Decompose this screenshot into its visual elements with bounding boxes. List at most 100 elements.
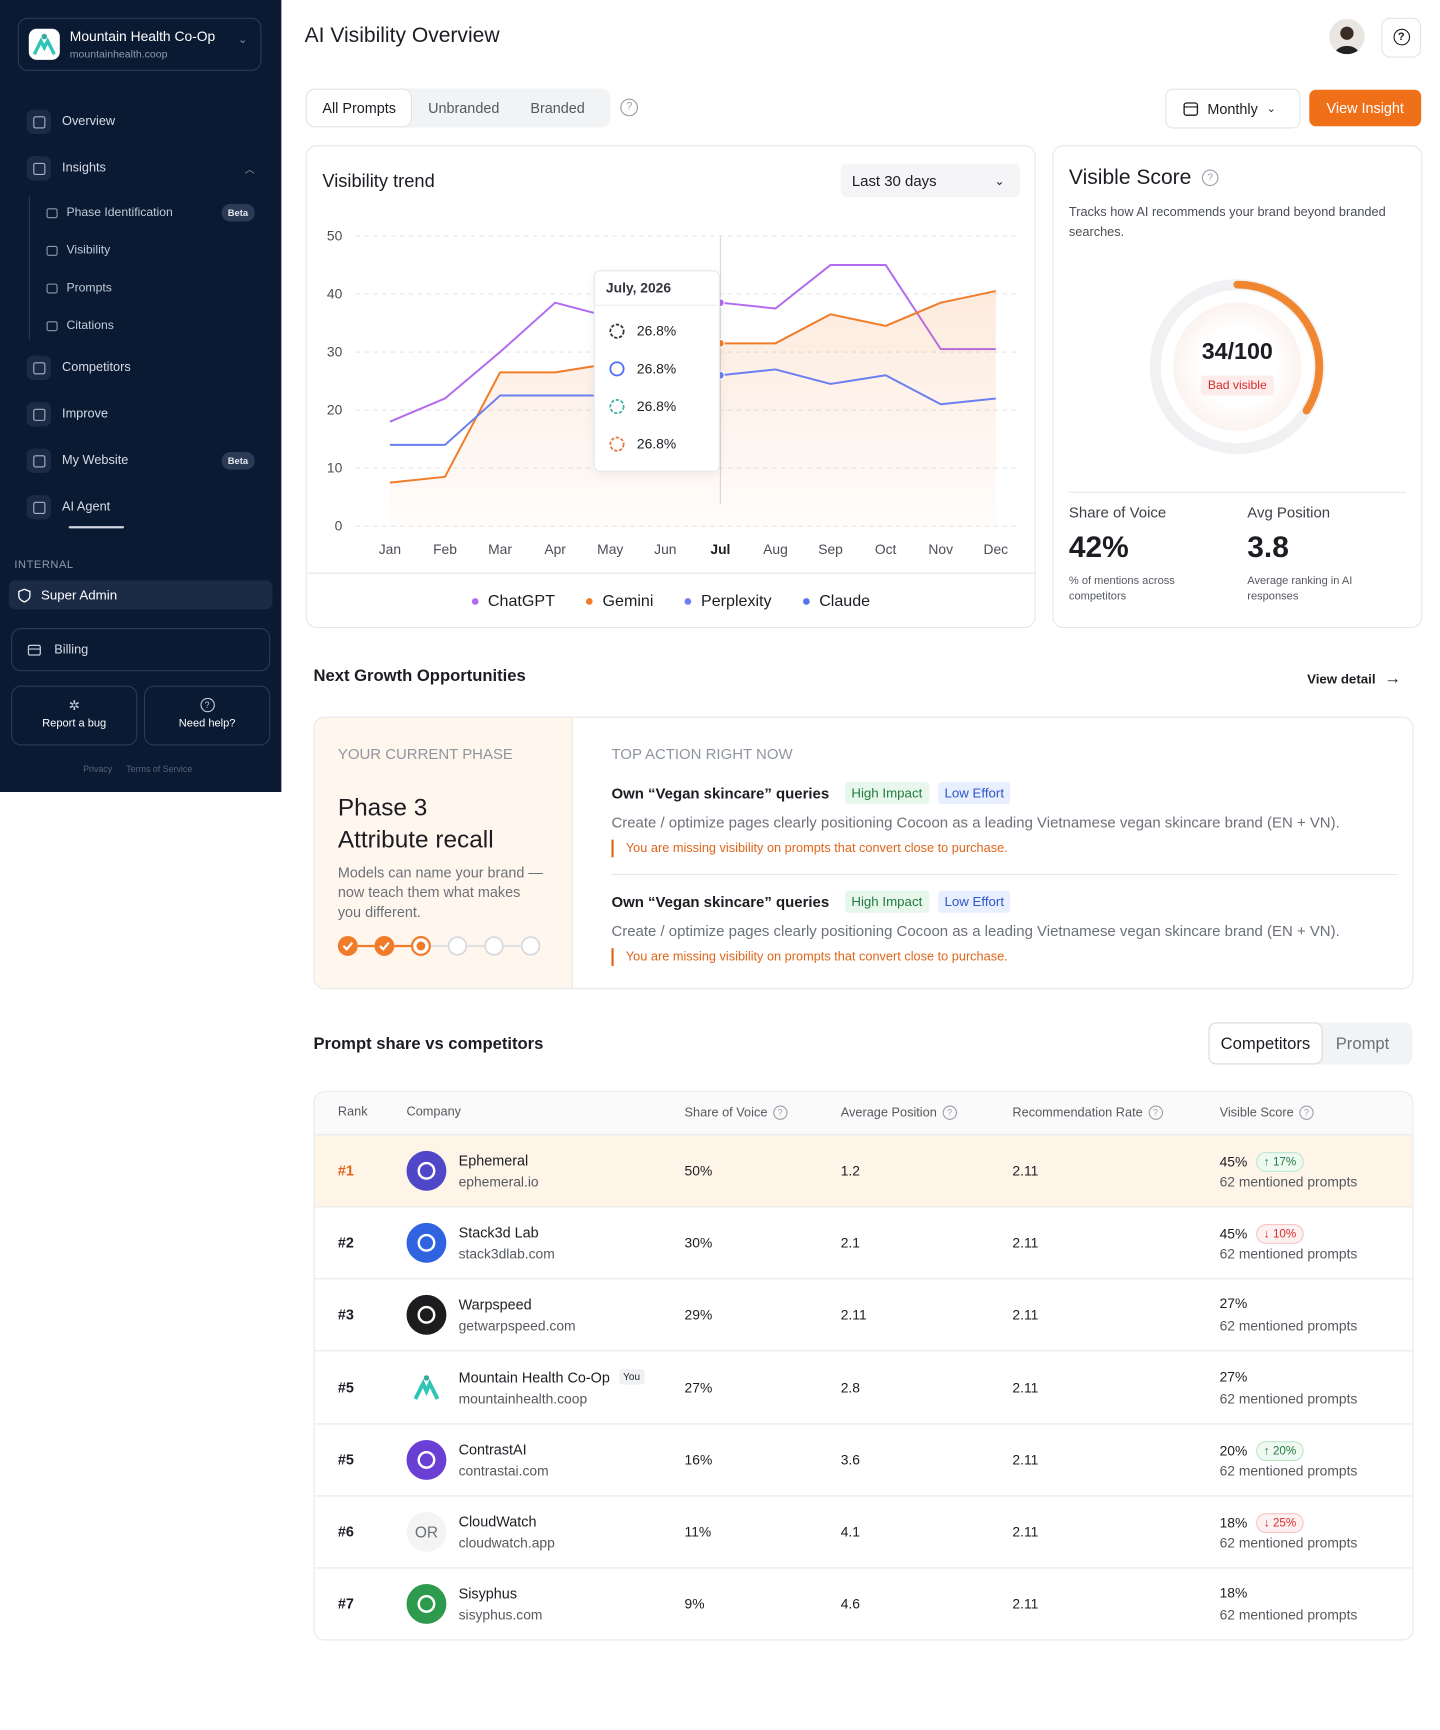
tab[interactable]: Branded: [530, 99, 585, 117]
mentions: 62 mentioned prompts: [1219, 1607, 1358, 1623]
super-admin[interactable]: Super Admin: [8, 580, 273, 610]
company-logo: [406, 1584, 447, 1625]
need-help[interactable]: ? Need help?: [143, 685, 271, 746]
recommendation-rate: 2.11: [1012, 1379, 1039, 1396]
phase-steps: [337, 935, 541, 956]
label: View detail: [1307, 670, 1376, 687]
rank: #5: [337, 1378, 354, 1396]
logo-glyph: [417, 1234, 436, 1253]
glyph: [417, 1161, 436, 1180]
avg-note: Average ranking in AI responses: [1247, 574, 1353, 603]
change: 25%: [1272, 1516, 1297, 1530]
range-select[interactable]: Last 30 days ⌄: [840, 163, 1021, 198]
score: 20%: [1219, 1443, 1248, 1459]
toggle-option[interactable]: Competitors: [1208, 1022, 1323, 1065]
privacy-link[interactable]: Privacy: [83, 764, 113, 775]
growth-card: YOUR CURRENT PHASE Phase 3 Attribute rec…: [313, 716, 1414, 990]
nav-icon: [26, 495, 51, 520]
share-of-voice: 16%: [684, 1451, 713, 1468]
sov-label: Share of Voice: [1068, 503, 1167, 521]
sub-nav-label: Citations: [66, 319, 114, 333]
sub-nav-item[interactable]: Visibility: [46, 239, 255, 261]
org-name: Mountain Health Co-Op: [69, 28, 216, 45]
sub-nav-item[interactable]: Phase Identification Beta: [46, 202, 255, 224]
sov-note: % of mentions across competitors: [1068, 574, 1175, 603]
table-row: #3 Warpspeed getwarpspeed.com 29% 2.11 2.11 27…: [314, 1280, 1413, 1352]
share-of-voice: 11%: [684, 1524, 712, 1540]
prompt-tabs: All Prompts Unbranded Branded: [305, 88, 611, 128]
label: Billing: [54, 643, 89, 657]
actions-heading: TOP ACTION RIGHT NOW: [611, 745, 793, 763]
sub-nav-item[interactable]: Citations: [46, 315, 255, 337]
sub-nav-item[interactable]: Prompts: [46, 277, 255, 299]
tooltip-value: 26.8%: [636, 398, 677, 415]
tooltip-value: 26.8%: [636, 436, 677, 452]
section-title: Prompt share vs competitors: [313, 1034, 544, 1054]
view-detail-link[interactable]: View detail →: [1307, 669, 1401, 688]
view-insight-button[interactable]: View Insight: [1309, 89, 1422, 127]
action: Own “Vegan skincare” queries High Impact L…: [611, 890, 1397, 966]
step-done: [374, 935, 395, 956]
share-of-voice: 29%: [684, 1307, 713, 1324]
legend-label: Claude: [819, 592, 871, 611]
glyph: [609, 361, 625, 377]
average-position: 4.1: [840, 1524, 861, 1540]
nav-item[interactable]: Overview: [26, 109, 255, 136]
y-tick-label: 40: [327, 285, 343, 301]
nav-item[interactable]: AI Agent: [26, 494, 255, 521]
action-description: Create / optimize pages clearly position…: [611, 814, 1340, 831]
avatar[interactable]: [1329, 18, 1365, 55]
help-button[interactable]: ?: [1381, 17, 1422, 58]
chevron: ︿: [244, 163, 255, 175]
avg-label: Avg Position: [1247, 503, 1331, 521]
label: Mountain Health Co-Op: [458, 1368, 610, 1386]
recommendation-rate: 2.11: [1012, 1163, 1039, 1179]
report-bug[interactable]: ✲ Report a bug: [11, 685, 138, 746]
label: Ephemeral: [458, 1151, 529, 1169]
info-icon[interactable]: ?: [1201, 169, 1219, 187]
label: Visible Score: [1219, 1106, 1294, 1120]
visible-score: 27%: [1220, 1296, 1248, 1312]
label: Report a bug: [42, 717, 107, 730]
period-select[interactable]: Monthly ⌄: [1165, 88, 1301, 129]
tab[interactable]: All Prompts: [305, 88, 413, 128]
label: Super Admin: [40, 587, 118, 603]
mentions: 62 mentioned prompts: [1219, 1174, 1358, 1190]
gauge: [1149, 279, 1325, 455]
info-icon: ?: [772, 1105, 788, 1120]
company-domain: ephemeral.io: [458, 1174, 539, 1190]
mentions: 62 mentioned prompts: [1219, 1390, 1358, 1407]
rank: #6: [337, 1523, 354, 1540]
model-icon: [609, 323, 625, 339]
nav-item[interactable]: Insights ︿: [26, 155, 255, 182]
nav-item[interactable]: Improve: [26, 401, 255, 428]
terms-link[interactable]: Terms of Service: [126, 764, 193, 775]
tab[interactable]: Unbranded: [428, 99, 500, 117]
glyph: [609, 398, 625, 415]
visible-score: 18% ↓ 25%: [1220, 1513, 1304, 1534]
nav-item[interactable]: Competitors: [26, 354, 255, 381]
recommendation-rate: 2.11: [1012, 1524, 1039, 1540]
step-todo: [484, 936, 504, 956]
toggle-option[interactable]: Prompt: [1335, 1034, 1390, 1053]
share-of-voice: 27%: [684, 1379, 713, 1396]
model-icon: [609, 398, 625, 415]
billing[interactable]: Billing: [11, 628, 271, 672]
action-title: Own “Vegan skincare” queries: [611, 893, 830, 910]
legend-item: ChatGPT: [471, 593, 555, 610]
rank: #5: [337, 1450, 354, 1468]
change-badge: ↑ 20%: [1256, 1440, 1304, 1461]
label: Share of Voice: [684, 1106, 768, 1120]
org-switcher[interactable]: Mountain Health Co-Op mountainhealth.coo…: [17, 17, 262, 71]
logo-glyph: [417, 1450, 436, 1469]
glyph: [46, 320, 58, 331]
visible-score: 20% ↑ 20%: [1219, 1440, 1304, 1461]
you-badge: You: [618, 1369, 645, 1385]
x-tick-label: Nov: [928, 541, 953, 557]
glyph: [46, 207, 58, 218]
nav-icon: [26, 355, 51, 380]
info-icon[interactable]: ?: [620, 98, 639, 117]
nav-item[interactable]: My Website Beta: [26, 448, 255, 475]
recommendation-rate: 2.11: [1012, 1307, 1039, 1324]
